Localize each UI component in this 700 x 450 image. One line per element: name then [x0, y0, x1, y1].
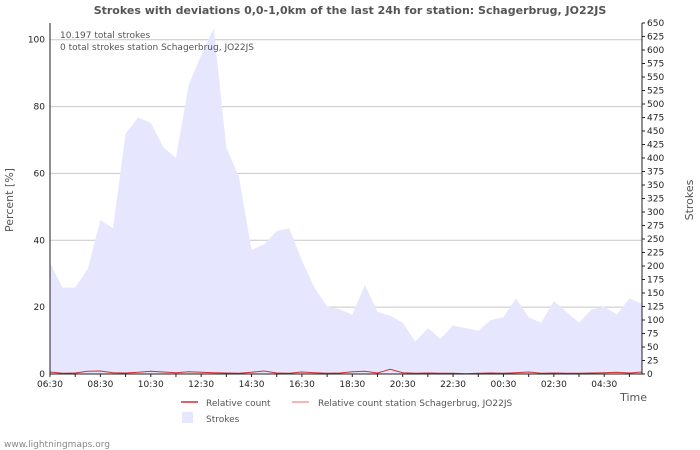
- y-left-tick-label-3: 60: [34, 169, 46, 179]
- strokes-area-layer: [50, 28, 642, 375]
- x-tick-label-10: 02:30: [541, 380, 567, 390]
- y-right-tick-label-12: 300: [647, 208, 664, 218]
- legend-swatch-strokes: [182, 412, 193, 423]
- legend-label-relative-count-station: Relative count station Schagerbrug, JO22…: [318, 399, 512, 409]
- y-axis-right-label: Strokes: [683, 179, 696, 220]
- y-right-tick-label-17: 425: [647, 141, 664, 151]
- x-tick-label-0: 06:30: [37, 380, 63, 390]
- y-right-tick-label-7: 175: [647, 276, 664, 286]
- chart-title: Strokes with deviations 0,0-1,0km of the…: [94, 4, 607, 17]
- y-right-tick-label-10: 250: [647, 235, 664, 245]
- y-right-tick-label-26: 650: [647, 19, 664, 29]
- x-tick-label-11: 04:30: [591, 380, 617, 390]
- y-right-tick-label-1: 25: [647, 357, 658, 367]
- y-left-tick-label-2: 40: [34, 236, 46, 246]
- x-tick-label-5: 16:30: [289, 380, 315, 390]
- y-right-tick-label-3: 75: [647, 330, 658, 340]
- footer-site-link[interactable]: www.lightningmaps.org: [4, 440, 110, 450]
- legend-label-strokes: Strokes: [206, 415, 240, 425]
- y-right-tick-label-21: 525: [647, 87, 664, 97]
- y-left-tick-label-0: 0: [39, 370, 45, 380]
- legend: Relative count Relative count station Sc…: [181, 399, 512, 425]
- x-tick-label-4: 14:30: [239, 380, 265, 390]
- y-right-tick-label-19: 475: [647, 114, 664, 124]
- y-right-tick-label-16: 400: [647, 154, 664, 164]
- y-right-tick-label-23: 575: [647, 60, 664, 70]
- x-axis-ticks: 06:30 08:30 10:30 12:30 14:30 16:30 18:30 20:30…: [37, 374, 630, 390]
- x-tick-label-8: 22:30: [440, 380, 466, 390]
- y-right-tick-label-4: 100: [647, 316, 664, 326]
- y-right-tick-label-18: 450: [647, 127, 664, 137]
- y-right-tick-label-5: 125: [647, 303, 664, 313]
- y-right-tick-label-15: 375: [647, 168, 664, 178]
- y-left-tick-label-5: 100: [28, 36, 45, 46]
- series-strokes-area: [50, 28, 642, 375]
- y-right-tick-label-2: 50: [647, 343, 659, 353]
- y-right-tick-label-11: 275: [647, 222, 664, 232]
- series-relative-count-line: [49, 368, 643, 375]
- y-left-tick-label-4: 80: [34, 103, 46, 113]
- annotation-station-strokes: 0 total strokes station Schagerbrug, JO2…: [60, 43, 254, 53]
- y-right-tick-label-8: 200: [647, 262, 664, 272]
- x-tick-label-2: 10:30: [138, 380, 164, 390]
- x-tick-label-3: 12:30: [188, 380, 214, 390]
- annotation-total-strokes: 10.197 total strokes: [60, 31, 150, 41]
- y-right-tick-label-24: 600: [647, 46, 664, 56]
- y-right-tick-label-13: 325: [647, 195, 664, 205]
- x-tick-label-9: 00:30: [490, 380, 516, 390]
- y-right-tick-label-9: 225: [647, 249, 664, 259]
- x-axis-label: Time: [619, 391, 647, 404]
- y-left-tick-label-1: 20: [34, 303, 46, 313]
- legend-label-relative-count: Relative count: [206, 399, 271, 409]
- y-right-tick-label-6: 150: [647, 289, 664, 299]
- y-right-tick-label-25: 625: [647, 33, 664, 43]
- y-right-tick-label-14: 350: [647, 181, 664, 191]
- x-tick-label-1: 08:30: [87, 380, 113, 390]
- x-tick-label-7: 20:30: [390, 380, 416, 390]
- left-axis-ticks: 0 20 40 60 80 100: [28, 36, 45, 380]
- y-right-tick-label-0: 0: [647, 370, 653, 380]
- y-right-tick-label-20: 500: [647, 100, 664, 110]
- y-axis-left-label: Percent [%]: [3, 168, 16, 232]
- y-right-tick-label-22: 550: [647, 73, 664, 83]
- x-tick-label-6: 18:30: [339, 380, 365, 390]
- right-axis-ticks: 0 25 50 75 100 125 150 175 200 225 250 275 300 325 350…: [642, 19, 664, 380]
